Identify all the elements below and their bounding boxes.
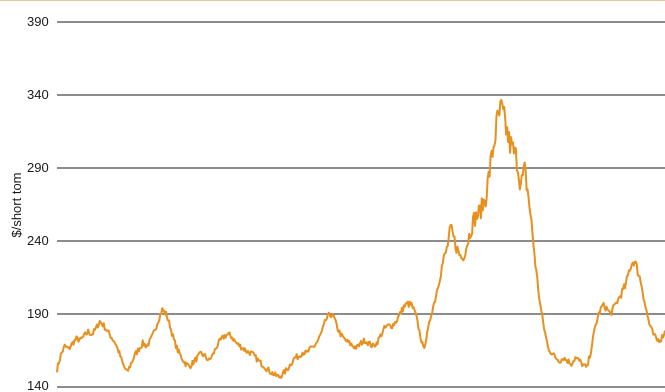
y-axis-label: $/short tom <box>9 172 24 237</box>
y-tick-label-340: 340 <box>27 87 49 102</box>
y-tick-label-240: 240 <box>27 233 49 248</box>
price-series-line <box>56 98 665 379</box>
y-tick-label-290: 290 <box>27 160 49 175</box>
y-tick-label-390: 390 <box>27 14 49 29</box>
gridlines <box>57 21 665 388</box>
y-tick-label-190: 190 <box>27 306 49 321</box>
y-axis-ticks: 140 190 240 290 340 390 <box>27 14 49 392</box>
y-tick-label-140: 140 <box>27 378 49 392</box>
series-group <box>56 98 665 379</box>
